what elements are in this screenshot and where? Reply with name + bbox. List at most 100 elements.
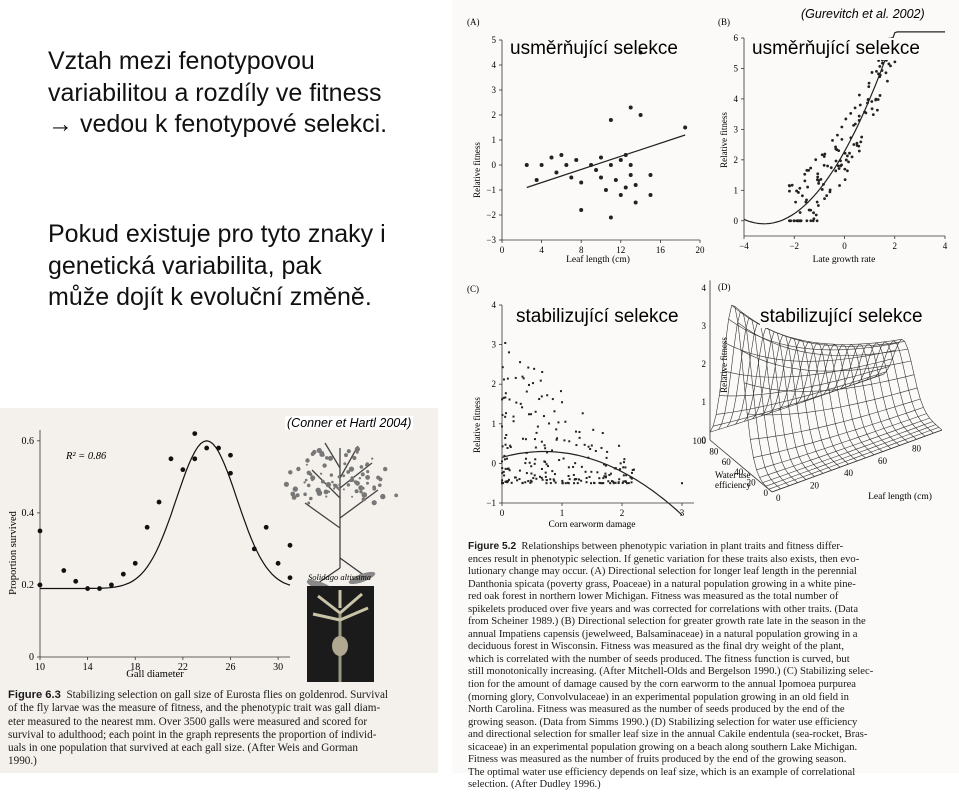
data-point: [504, 341, 507, 344]
flower-dot: [316, 447, 322, 454]
data-point: [857, 149, 861, 153]
flower-dot: [361, 497, 366, 502]
data-point: [547, 465, 550, 468]
data-point: [156, 499, 162, 505]
data-point: [538, 398, 541, 401]
data-point: [598, 481, 601, 484]
data-point: [603, 475, 606, 478]
data-point: [612, 482, 615, 485]
panel-c-xlabel: Corn earworm damage: [548, 520, 635, 530]
flower-dot: [296, 466, 301, 472]
data-point: [859, 140, 863, 144]
data-point: [809, 166, 813, 170]
data-point: [549, 155, 554, 160]
flower-dot: [307, 501, 311, 505]
caption-line: of the fly larvae was the measure of fit…: [8, 702, 381, 715]
flower-dot: [328, 455, 333, 461]
caption-line: and directional selection for smaller le…: [468, 729, 868, 741]
data-point: [504, 480, 507, 483]
data-point: [836, 164, 840, 168]
x-tick-label: 30: [273, 662, 283, 673]
label-directional-a: usměrňující selekce: [510, 38, 678, 59]
flower-dot: [283, 481, 289, 487]
data-point: [544, 460, 547, 463]
data-point: [574, 158, 579, 162]
y-tick-label: 5: [492, 35, 497, 45]
caption-line: North Carolina. Fitness was measured as …: [468, 704, 845, 716]
data-point: [820, 188, 824, 191]
data-point: [797, 191, 800, 194]
data-point: [512, 415, 515, 418]
mesh-line: [744, 374, 915, 392]
y-tick-label: 3: [492, 340, 497, 350]
data-point: [627, 482, 630, 485]
data-point: [604, 464, 607, 467]
flower-dot: [366, 470, 370, 474]
flower-dot: [360, 472, 365, 477]
x-tick-label: −2: [789, 241, 799, 251]
data-point: [567, 474, 570, 477]
x-tick-label: 4: [943, 241, 948, 251]
data-point: [518, 478, 521, 481]
data-point: [533, 438, 536, 441]
fit-curve: [40, 440, 291, 590]
data-point: [561, 401, 564, 404]
mesh-line: [762, 421, 933, 483]
data-point: [507, 351, 510, 354]
flower-dot: [310, 452, 315, 456]
data-point: [528, 461, 531, 464]
label-stabilizing-d: stabilizující selekce: [760, 306, 923, 328]
data-point: [805, 219, 809, 223]
data-point: [530, 413, 533, 416]
data-point: [681, 482, 683, 485]
data-point: [507, 478, 510, 481]
data-point: [527, 383, 530, 386]
caption-line: Stabilizing selection on gall size of Eu…: [66, 689, 389, 701]
data-point: [788, 189, 791, 193]
data-point: [622, 480, 625, 483]
data-point: [608, 215, 613, 220]
data-point: [596, 471, 599, 474]
data-point: [629, 476, 632, 479]
data-point: [592, 428, 595, 431]
flower-dot: [361, 492, 368, 498]
data-point: [501, 471, 504, 474]
flower-dot: [365, 462, 370, 466]
mesh-line: [854, 342, 917, 440]
flower-dot: [344, 453, 348, 458]
data-point: [574, 462, 577, 465]
panel-a-xlabel: Leaf length (cm): [566, 254, 630, 265]
data-point: [576, 482, 579, 485]
data-point: [530, 480, 533, 483]
data-point: [805, 168, 809, 172]
data-point: [504, 412, 507, 415]
data-point: [604, 472, 607, 475]
data-point: [837, 167, 841, 170]
data-point: [598, 477, 601, 480]
flower-dot: [365, 475, 370, 480]
flower-dot: [353, 480, 358, 484]
x-tick-label: 1: [560, 508, 565, 518]
data-point: [630, 471, 633, 474]
data-point: [612, 480, 615, 483]
data-point: [561, 479, 564, 482]
data-point: [878, 64, 882, 68]
data-point: [889, 64, 892, 68]
data-point: [829, 166, 833, 170]
panel-d-zlabel-line: Water use: [715, 470, 751, 480]
flower-dot: [343, 462, 347, 466]
data-point: [602, 482, 605, 485]
data-point: [814, 213, 818, 217]
flower-dot: [319, 451, 325, 457]
data-point: [860, 135, 864, 139]
data-point: [559, 390, 562, 393]
data-point: [585, 477, 588, 480]
flower-dot: [325, 482, 332, 488]
caption-line: red oak forest in northern lower Michiga…: [468, 591, 839, 603]
panel-c-axes: 0 1 2 3 −1 0 1 2 3 4: [486, 300, 694, 518]
data-point: [836, 133, 839, 137]
intro-paragraph: Vztah mezi fenotypovou variabilitou a ro…: [48, 47, 388, 138]
data-point: [870, 100, 874, 103]
y-tick-label: 2: [492, 379, 497, 389]
data-point: [573, 478, 576, 481]
